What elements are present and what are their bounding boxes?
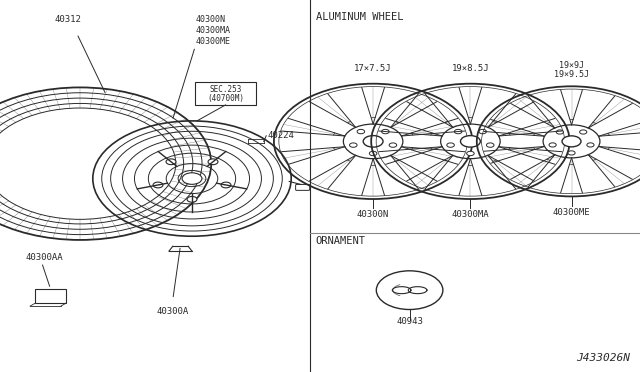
Circle shape (580, 130, 587, 134)
Circle shape (479, 129, 486, 134)
Bar (195, 82, 256, 105)
Text: 40224: 40224 (268, 131, 294, 140)
Circle shape (467, 151, 474, 155)
Circle shape (182, 173, 202, 184)
Circle shape (454, 129, 462, 134)
Circle shape (549, 143, 556, 147)
Circle shape (486, 143, 494, 147)
Text: 40300ME: 40300ME (553, 208, 590, 217)
Circle shape (357, 129, 365, 134)
Circle shape (187, 196, 197, 202)
Text: (40700M): (40700M) (207, 94, 244, 103)
Circle shape (568, 151, 575, 155)
Bar (35, 289, 66, 303)
Text: SEC.253: SEC.253 (209, 86, 242, 94)
Circle shape (369, 151, 377, 155)
Circle shape (556, 130, 563, 134)
Circle shape (153, 182, 163, 188)
Circle shape (208, 159, 218, 165)
Circle shape (389, 143, 397, 147)
Text: 40300N: 40300N (357, 210, 389, 219)
Text: 40300A: 40300A (157, 307, 189, 316)
Circle shape (447, 143, 454, 147)
Text: 40300MA: 40300MA (195, 26, 230, 35)
Circle shape (166, 159, 176, 165)
Text: 17×7.5J: 17×7.5J (355, 64, 392, 73)
Text: 40300AA: 40300AA (26, 253, 63, 262)
Text: 40300N: 40300N (195, 15, 225, 24)
Text: 19×9J: 19×9J (559, 61, 584, 70)
FancyBboxPatch shape (296, 185, 310, 190)
Text: 40300ME: 40300ME (195, 38, 230, 46)
Circle shape (587, 143, 594, 147)
Text: 40312: 40312 (54, 15, 81, 24)
Text: 40943: 40943 (396, 317, 423, 326)
Text: 40300MA: 40300MA (452, 210, 489, 219)
Text: 19×9.5J: 19×9.5J (554, 70, 589, 79)
Circle shape (349, 143, 357, 147)
Circle shape (381, 129, 389, 134)
Text: ALUMINUM WHEEL: ALUMINUM WHEEL (316, 12, 403, 22)
Circle shape (364, 136, 383, 147)
Text: 19×8.5J: 19×8.5J (452, 64, 489, 73)
Circle shape (221, 182, 231, 188)
Text: ORNAMENT: ORNAMENT (316, 236, 365, 246)
Text: J433026N: J433026N (577, 353, 630, 363)
Circle shape (461, 136, 480, 147)
Circle shape (562, 136, 581, 147)
